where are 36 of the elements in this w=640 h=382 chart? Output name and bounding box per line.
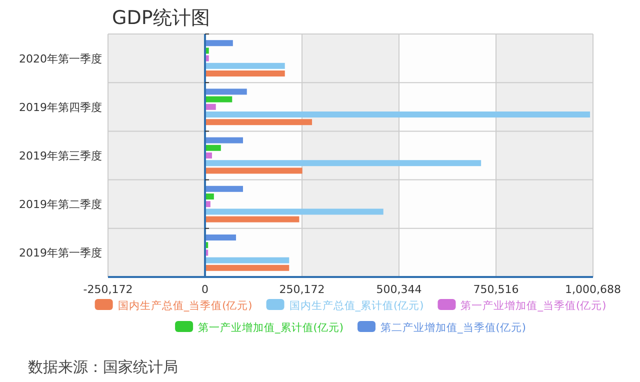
legend-label: 第一产业增加值_累计值(亿元) [198,321,344,334]
bar [205,88,247,95]
bar [205,257,290,264]
bar [205,216,300,222]
bar [205,144,221,151]
bar [205,208,384,215]
bar [205,112,590,118]
bar [205,137,243,144]
y-tick-label: 2019年第三季度 [19,150,102,162]
bar [205,186,243,192]
chart-title: GDP统计图 [112,7,210,29]
bar [205,234,236,240]
bar [205,96,232,102]
bar [205,168,302,174]
legend-label: 国内生产总值_当季值(亿元) [118,299,252,312]
x-tick-label: 0 [202,283,208,296]
bar [205,264,290,271]
x-tick-label: 1,000,688 [565,283,621,296]
x-tick-label: -250,172 [83,283,133,296]
bar [205,119,312,126]
bar [205,104,216,110]
y-tick-label: 2019年第四季度 [19,100,102,114]
bar [205,62,285,69]
y-tick-label: 2019年第二季度 [19,198,102,212]
y-tick-label: 2019年第一季度 [19,246,102,260]
legend-label: 国内生产总值_累计值(亿元) [289,299,424,312]
x-tick-label: 750,516 [473,283,519,296]
bar [205,160,482,166]
x-tick-label: 500,344 [376,283,422,296]
y-tick-label: 2020年第一季度 [19,52,102,66]
bar [205,40,233,46]
bar [205,70,285,76]
source-note: 数据来源：国家统计局 [28,358,178,376]
legend-label: 第一产业增加值_当季值(亿元) [460,299,606,312]
x-tick-label: 250,172 [279,283,325,296]
legend-label: 第二产业增加值_当季值(亿元) [380,321,526,334]
